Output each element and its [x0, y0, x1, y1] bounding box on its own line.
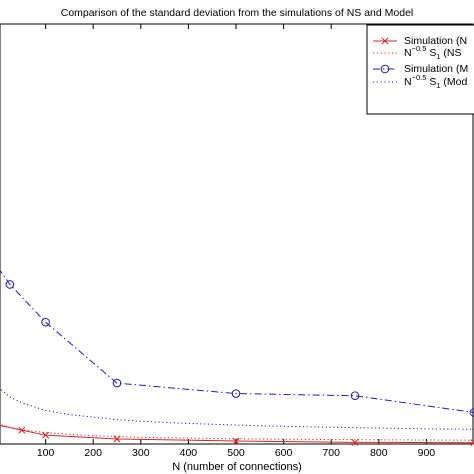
x-marker-stroke [42, 431, 50, 439]
x-tick-label: 100 [37, 447, 55, 459]
legend-box [366, 24, 474, 115]
x-marker-stroke [351, 438, 359, 446]
x-marker [18, 426, 26, 434]
x-tick-label: 800 [370, 447, 388, 459]
x-tick-label: 700 [322, 447, 340, 459]
series-2 [0, 269, 474, 417]
x-marker-stroke [381, 37, 389, 45]
x-marker [470, 439, 474, 447]
x-tick-label: 900 [418, 447, 436, 459]
legend-label: Simulation (M [404, 63, 468, 75]
legend-label: N−0.5 S1 (NS [404, 44, 462, 61]
x-tick-label: 300 [132, 447, 150, 459]
series-line [0, 423, 474, 441]
x-marker-stroke [18, 426, 26, 434]
circle-marker [231, 389, 241, 398]
x-marker-stroke [470, 442, 474, 447]
circle-marker [380, 64, 390, 74]
series-line [0, 269, 474, 413]
series-1 [0, 423, 474, 441]
x-tick-label: 400 [180, 447, 198, 459]
circle-marker [5, 280, 15, 289]
x-tick-label: 500 [227, 447, 245, 459]
x-marker [351, 438, 359, 446]
x-tick-label: 200 [84, 447, 102, 459]
x-marker [381, 37, 389, 45]
x-tick-label: 600 [275, 447, 293, 459]
x-marker [42, 431, 50, 439]
circle-marker [112, 378, 122, 388]
circle-marker [41, 317, 50, 327]
x-marker-stroke [232, 437, 240, 445]
legend: Simulation (NN−0.5 S1 (NS Simulation (MN−… [366, 24, 474, 115]
chart-title: Comparison of the standard deviation fro… [61, 7, 414, 19]
circle-marker [350, 391, 360, 401]
x-axis-label: N (number of connections) [172, 461, 302, 473]
circle-marker [469, 408, 474, 417]
x-marker [232, 437, 240, 445]
series-0 [0, 425, 474, 447]
series-layer [0, 269, 474, 447]
legend-label: Simulation (N [404, 35, 467, 47]
legend-label: N−0.5 S1 (Mod [404, 73, 468, 90]
x-marker-stroke [470, 439, 474, 444]
